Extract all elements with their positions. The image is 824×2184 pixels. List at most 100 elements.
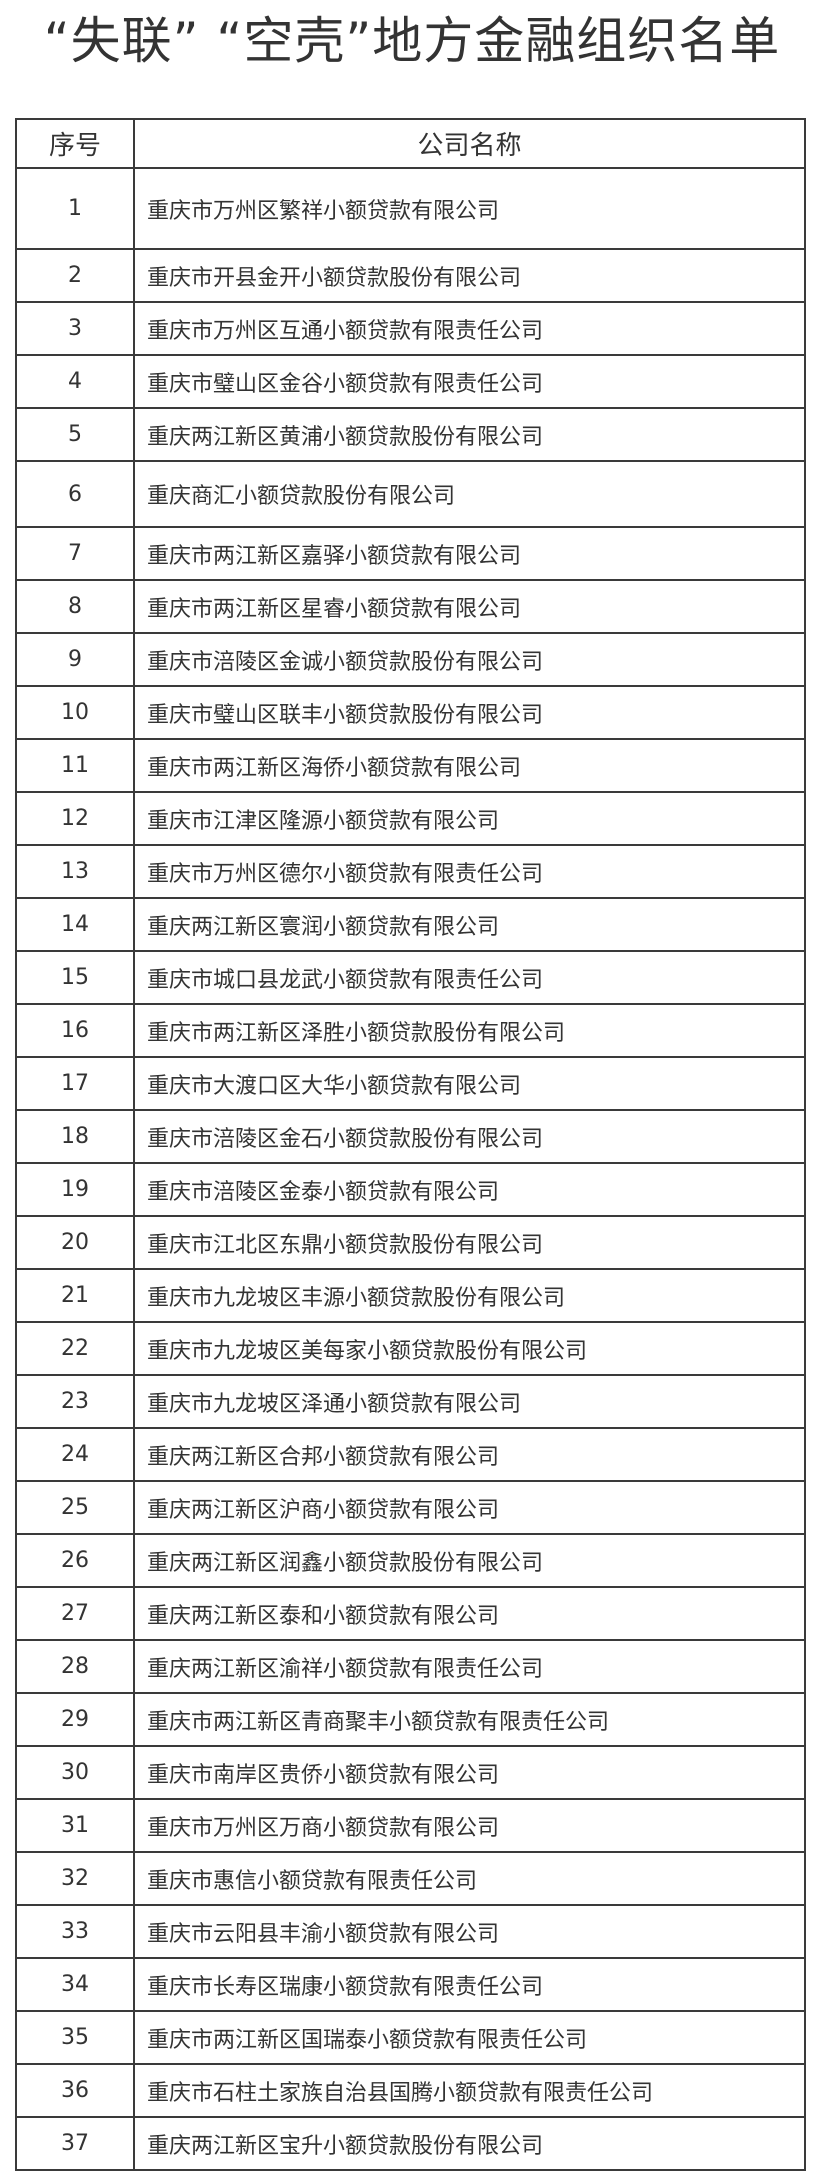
serial-number-cell: 13 — [15, 844, 135, 899]
company-name-cell: 重庆市涪陵区金诚小额贷款股份有限公司 — [133, 632, 806, 687]
serial-number-cell: 33 — [15, 1904, 135, 1959]
table-row: 37 重庆两江新区宝升小额贷款股份有限公司 — [15, 2116, 806, 2171]
company-name-cell: 重庆市璧山区联丰小额贷款股份有限公司 — [133, 685, 806, 740]
table-row: 4 重庆市璧山区金谷小额贷款有限责任公司 — [15, 354, 806, 409]
company-name-cell: 重庆市江津区隆源小额贷款有限公司 — [133, 791, 806, 846]
table-row: 25 重庆两江新区沪商小额贷款有限公司 — [15, 1480, 806, 1535]
company-name-cell: 重庆市涪陵区金泰小额贷款有限公司 — [133, 1162, 806, 1217]
company-name-cell: 重庆市涪陵区金石小额贷款股份有限公司 — [133, 1109, 806, 1164]
table-row: 20 重庆市江北区东鼎小额贷款股份有限公司 — [15, 1215, 806, 1270]
serial-number-cell: 22 — [15, 1321, 135, 1376]
company-name-cell: 重庆市万州区互通小额贷款有限责任公司 — [133, 301, 806, 356]
table-row: 29 重庆市两江新区青商聚丰小额贷款有限责任公司 — [15, 1692, 806, 1747]
table-row: 1 重庆市万州区繁祥小额贷款有限公司 — [15, 167, 806, 250]
serial-number-cell: 28 — [15, 1639, 135, 1694]
table-row: 33 重庆市云阳县丰渝小额贷款有限公司 — [15, 1904, 806, 1959]
table-row: 24 重庆两江新区合邦小额贷款有限公司 — [15, 1427, 806, 1482]
header-company-name: 公司名称 — [133, 118, 806, 169]
company-name-cell: 重庆市九龙坡区泽通小额贷款有限公司 — [133, 1374, 806, 1429]
table-row: 12 重庆市江津区隆源小额贷款有限公司 — [15, 791, 806, 846]
serial-number-cell: 8 — [15, 579, 135, 634]
company-name-cell: 重庆市万州区繁祥小额贷款有限公司 — [133, 167, 806, 250]
serial-number-cell: 9 — [15, 632, 135, 687]
serial-number-cell: 19 — [15, 1162, 135, 1217]
serial-number-cell: 6 — [15, 460, 135, 528]
company-name-cell: 重庆市两江新区泽胜小额贷款股份有限公司 — [133, 1003, 806, 1058]
company-name-cell: 重庆市南岸区贵侨小额贷款有限公司 — [133, 1745, 806, 1800]
table-row: 35 重庆市两江新区国瑞泰小额贷款有限责任公司 — [15, 2010, 806, 2065]
serial-number-cell: 30 — [15, 1745, 135, 1800]
serial-number-cell: 34 — [15, 1957, 135, 2012]
serial-number-cell: 12 — [15, 791, 135, 846]
serial-number-cell: 36 — [15, 2063, 135, 2118]
table-row: 21 重庆市九龙坡区丰源小额贷款股份有限公司 — [15, 1268, 806, 1323]
serial-number-cell: 23 — [15, 1374, 135, 1429]
company-name-cell: 重庆两江新区黄浦小额贷款股份有限公司 — [133, 407, 806, 462]
table-header-row: 序号 公司名称 — [15, 118, 806, 169]
company-name-cell: 重庆市两江新区嘉驿小额贷款有限公司 — [133, 526, 806, 581]
serial-number-cell: 26 — [15, 1533, 135, 1588]
company-name-cell: 重庆市九龙坡区丰源小额贷款股份有限公司 — [133, 1268, 806, 1323]
company-name-cell: 重庆两江新区渝祥小额贷款有限责任公司 — [133, 1639, 806, 1694]
company-name-cell: 重庆两江新区寰润小额贷款有限公司 — [133, 897, 806, 952]
serial-number-cell: 20 — [15, 1215, 135, 1270]
company-name-cell: 重庆市惠信小额贷款有限责任公司 — [133, 1851, 806, 1906]
table-row: 16 重庆市两江新区泽胜小额贷款股份有限公司 — [15, 1003, 806, 1058]
serial-number-cell: 2 — [15, 248, 135, 303]
serial-number-cell: 15 — [15, 950, 135, 1005]
table-row: 2 重庆市开县金开小额贷款股份有限公司 — [15, 248, 806, 303]
company-name-cell: 重庆市九龙坡区美每家小额贷款股份有限公司 — [133, 1321, 806, 1376]
table-row: 7 重庆市两江新区嘉驿小额贷款有限公司 — [15, 526, 806, 581]
serial-number-cell: 37 — [15, 2116, 135, 2171]
table-row: 34 重庆市长寿区瑞康小额贷款有限责任公司 — [15, 1957, 806, 2012]
table-row: 6 重庆商汇小额贷款股份有限公司 — [15, 460, 806, 528]
table-row: 15 重庆市城口县龙武小额贷款有限责任公司 — [15, 950, 806, 1005]
serial-number-cell: 1 — [15, 167, 135, 250]
serial-number-cell: 17 — [15, 1056, 135, 1111]
serial-number-cell: 5 — [15, 407, 135, 462]
company-name-cell: 重庆市两江新区青商聚丰小额贷款有限责任公司 — [133, 1692, 806, 1747]
serial-number-cell: 21 — [15, 1268, 135, 1323]
serial-number-cell: 31 — [15, 1798, 135, 1853]
company-name-cell: 重庆两江新区合邦小额贷款有限公司 — [133, 1427, 806, 1482]
serial-number-cell: 18 — [15, 1109, 135, 1164]
company-name-cell: 重庆两江新区泰和小额贷款有限公司 — [133, 1586, 806, 1641]
table-row: 26 重庆两江新区润鑫小额贷款股份有限公司 — [15, 1533, 806, 1588]
table-row: 17 重庆市大渡口区大华小额贷款有限公司 — [15, 1056, 806, 1111]
serial-number-cell: 4 — [15, 354, 135, 409]
table-row: 5 重庆两江新区黄浦小额贷款股份有限公司 — [15, 407, 806, 462]
company-name-cell: 重庆市两江新区星睿小额贷款有限公司 — [133, 579, 806, 634]
table-row: 31 重庆市万州区万商小额贷款有限公司 — [15, 1798, 806, 1853]
serial-number-cell: 11 — [15, 738, 135, 793]
company-name-cell: 重庆市江北区东鼎小额贷款股份有限公司 — [133, 1215, 806, 1270]
table-row: 18 重庆市涪陵区金石小额贷款股份有限公司 — [15, 1109, 806, 1164]
table-row: 32 重庆市惠信小额贷款有限责任公司 — [15, 1851, 806, 1906]
table-row: 36 重庆市石柱土家族自治县国腾小额贷款有限责任公司 — [15, 2063, 806, 2118]
serial-number-cell: 24 — [15, 1427, 135, 1482]
company-name-cell: 重庆市两江新区海侨小额贷款有限公司 — [133, 738, 806, 793]
table-row: 27 重庆两江新区泰和小额贷款有限公司 — [15, 1586, 806, 1641]
serial-number-cell: 32 — [15, 1851, 135, 1906]
company-name-cell: 重庆市万州区万商小额贷款有限公司 — [133, 1798, 806, 1853]
serial-number-cell: 14 — [15, 897, 135, 952]
table-row: 11 重庆市两江新区海侨小额贷款有限公司 — [15, 738, 806, 793]
table-row: 30 重庆市南岸区贵侨小额贷款有限公司 — [15, 1745, 806, 1800]
serial-number-cell: 27 — [15, 1586, 135, 1641]
serial-number-cell: 35 — [15, 2010, 135, 2065]
header-serial-number: 序号 — [15, 118, 135, 169]
page-title: “失联” “空壳”地方金融组织名单 — [43, 12, 781, 70]
serial-number-cell: 7 — [15, 526, 135, 581]
table-row: 28 重庆两江新区渝祥小额贷款有限责任公司 — [15, 1639, 806, 1694]
company-name-cell: 重庆两江新区沪商小额贷款有限公司 — [133, 1480, 806, 1535]
company-name-cell: 重庆市城口县龙武小额贷款有限责任公司 — [133, 950, 806, 1005]
table-row: 14 重庆两江新区寰润小额贷款有限公司 — [15, 897, 806, 952]
table-body: 1 重庆市万州区繁祥小额贷款有限公司 2 重庆市开县金开小额贷款股份有限公司 3 重庆市万… — [15, 167, 806, 2171]
serial-number-cell: 10 — [15, 685, 135, 740]
company-name-cell: 重庆市璧山区金谷小额贷款有限责任公司 — [133, 354, 806, 409]
company-name-cell: 重庆两江新区宝升小额贷款股份有限公司 — [133, 2116, 806, 2171]
company-name-cell: 重庆市大渡口区大华小额贷款有限公司 — [133, 1056, 806, 1111]
table-row: 8 重庆市两江新区星睿小额贷款有限公司 — [15, 579, 806, 634]
company-name-cell: 重庆市长寿区瑞康小额贷款有限责任公司 — [133, 1957, 806, 2012]
serial-number-cell: 3 — [15, 301, 135, 356]
company-name-cell: 重庆两江新区润鑫小额贷款股份有限公司 — [133, 1533, 806, 1588]
